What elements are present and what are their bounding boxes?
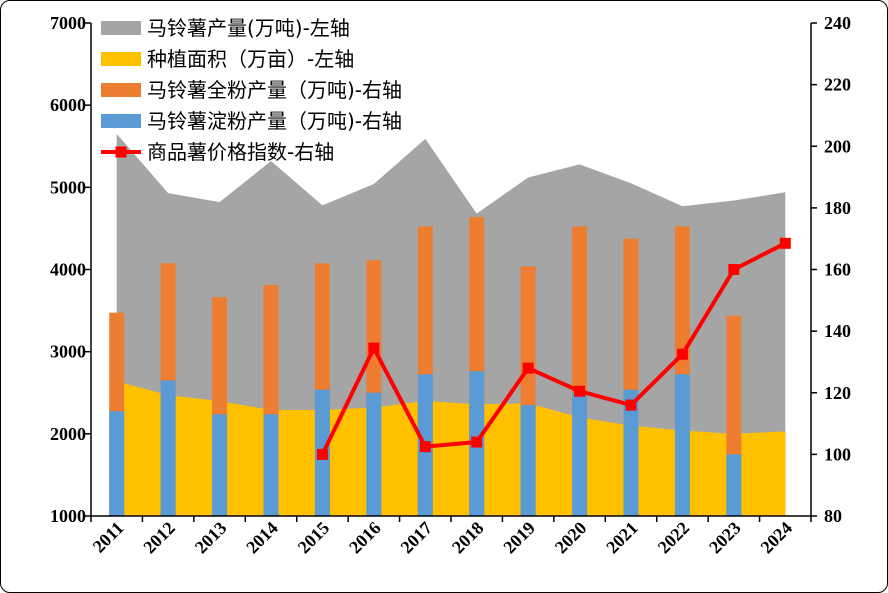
- x-tick-label-2020: 2020: [551, 518, 591, 558]
- legend-swatch-1: [101, 52, 141, 66]
- right-tick-label: 80: [824, 506, 842, 526]
- right-tick-label: 140: [824, 321, 851, 341]
- starch-bar-2021: [623, 389, 639, 516]
- price-point-2023: [728, 264, 740, 275]
- price-point-2017: [419, 441, 431, 453]
- price-index-line: [320, 241, 787, 456]
- x-tick-label-2012: 2012: [139, 518, 179, 558]
- price-point-2016: [368, 342, 380, 354]
- left-tick-label: 7000: [50, 13, 86, 33]
- starch-bar-2013: [212, 414, 228, 516]
- x-tick-label-2023: 2023: [705, 518, 745, 558]
- right-tick-label: 120: [824, 383, 851, 403]
- area-layer: [116, 133, 786, 517]
- legend-swatch-3: [101, 114, 141, 128]
- price-point-2020: [574, 385, 586, 397]
- left-tick-label: 4000: [50, 260, 86, 280]
- starch-bar-2022: [674, 374, 690, 516]
- right-tick-label: 160: [824, 260, 851, 280]
- legend-marker-swatch: [115, 146, 127, 158]
- line-layer: [316, 237, 791, 460]
- legend-label-1: 种植面积（万亩）-左轴: [147, 47, 354, 71]
- legend-label-0: 马铃薯产量(万吨)-左轴: [147, 16, 350, 40]
- left-tick-label: 6000: [50, 95, 86, 115]
- starch-bar-2019: [520, 405, 536, 516]
- x-tick-label-2014: 2014: [242, 518, 282, 558]
- x-tick-label-2022: 2022: [654, 518, 694, 558]
- legend-label-3: 马铃薯淀粉产量（万吨)-右轴: [147, 109, 402, 133]
- starch-bar-2012: [160, 380, 176, 516]
- starch-bar-2011: [109, 411, 125, 516]
- x-tick-label-2013: 2013: [191, 518, 231, 558]
- legend-swatch-0: [101, 21, 141, 35]
- x-tick-label-2015: 2015: [294, 518, 334, 558]
- planting-area: [116, 381, 786, 516]
- starch-bar-2014: [263, 414, 279, 516]
- left-tick-label: 2000: [50, 424, 86, 444]
- x-tick-label-2017: 2017: [397, 518, 437, 558]
- price-point-2022: [676, 348, 688, 360]
- legend-swatch-2: [101, 83, 141, 97]
- starch-bar-2020: [572, 392, 588, 516]
- legend-label-2: 马铃薯全粉产量（万吨)-右轴: [147, 78, 402, 102]
- starch-bar-2023: [726, 454, 742, 516]
- x-tick-label-2016: 2016: [345, 518, 385, 558]
- x-tick-label-2019: 2019: [499, 518, 539, 558]
- price-point-2021: [625, 399, 637, 411]
- right-tick-label: 100: [824, 444, 851, 464]
- starch-bar-2016: [366, 392, 382, 516]
- legend-label-4: 商品薯价格指数-右轴: [147, 140, 334, 164]
- price-point-2015: [316, 448, 328, 460]
- right-tick-label: 180: [824, 198, 851, 218]
- price-point-2019: [522, 362, 534, 374]
- left-tick-label: 3000: [50, 342, 86, 362]
- right-tick-label: 240: [824, 13, 851, 33]
- x-tick-label-2024: 2024: [757, 518, 797, 558]
- left-tick-label: 1000: [50, 506, 86, 526]
- price-point-2024: [779, 237, 791, 249]
- right-tick-label: 200: [824, 136, 851, 156]
- x-tick-label-2018: 2018: [448, 518, 488, 558]
- legend: 马铃薯产量(万吨)-左轴种植面积（万亩）-左轴马铃薯全粉产量（万吨)-右轴马铃薯…: [101, 16, 402, 164]
- x-tick-label-2021: 2021: [602, 518, 642, 558]
- left-tick-label: 5000: [50, 177, 86, 197]
- x-tick-label-2011: 2011: [89, 518, 128, 557]
- right-tick-label: 220: [824, 75, 851, 95]
- price-point-2018: [471, 436, 483, 448]
